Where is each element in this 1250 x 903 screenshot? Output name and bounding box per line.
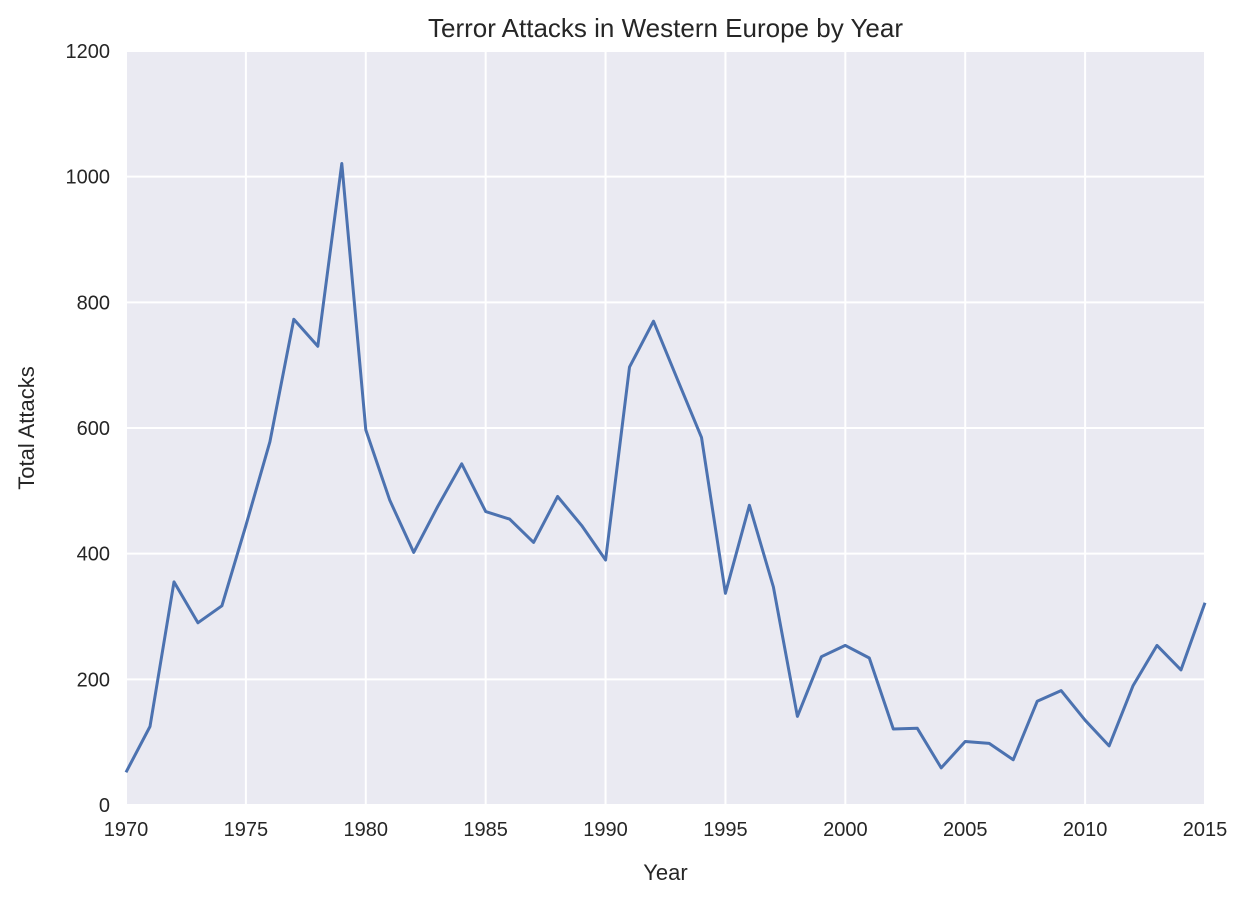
data-point <box>533 542 534 543</box>
data-point <box>461 463 462 464</box>
x-tick-label: 1990 <box>583 819 628 841</box>
data-point <box>1157 645 1158 646</box>
x-tick-label: 2015 <box>1183 819 1228 841</box>
chart-title: Terror Attacks in Western Europe by Year <box>428 13 903 43</box>
y-tick-label: 1200 <box>66 41 111 63</box>
data-point <box>293 319 294 320</box>
data-point <box>749 505 750 506</box>
data-point <box>365 429 366 430</box>
data-point <box>389 500 390 501</box>
data-point <box>557 496 558 497</box>
x-axis-label: Year <box>643 860 687 885</box>
gridlines <box>125 50 1206 806</box>
data-point <box>437 506 438 507</box>
data-point <box>701 437 702 438</box>
y-tick-label: 0 <box>99 795 110 817</box>
data-point <box>509 519 510 520</box>
data-point <box>173 581 174 582</box>
x-tick-label: 2005 <box>943 819 988 841</box>
data-point <box>1013 759 1014 760</box>
data-point <box>773 586 774 587</box>
data-point <box>1109 745 1110 746</box>
data-point <box>965 741 966 742</box>
data-point <box>1061 690 1062 691</box>
data-point <box>1085 720 1086 721</box>
data-point <box>245 525 246 526</box>
data-point <box>821 656 822 657</box>
data-point <box>581 525 582 526</box>
data-point <box>677 379 678 380</box>
y-tick-labels: 0 200 400 600 800 1000 1200 <box>66 41 111 817</box>
data-point <box>413 552 414 553</box>
data-point <box>869 657 870 658</box>
data-point <box>126 772 127 773</box>
data-point <box>917 728 918 729</box>
data-point <box>149 726 150 727</box>
data-point <box>797 716 798 717</box>
data-point <box>221 605 222 606</box>
data-point <box>605 559 606 560</box>
x-tick-label: 1970 <box>104 819 149 841</box>
x-tick-label: 1985 <box>463 819 508 841</box>
x-tick-label: 1980 <box>344 819 389 841</box>
data-point <box>653 321 654 322</box>
x-tick-label: 2000 <box>823 819 868 841</box>
x-tick-labels: 1970 1975 1980 1985 1990 1995 2000 2005 2010 2015 <box>104 819 1228 841</box>
data-point <box>317 346 318 347</box>
y-tick-label: 1000 <box>66 167 111 189</box>
data-point <box>629 367 630 368</box>
series-group <box>124 162 1207 773</box>
data-point <box>1205 602 1206 603</box>
data-point <box>725 593 726 594</box>
y-tick-label: 600 <box>77 418 110 440</box>
y-tick-label: 200 <box>77 669 110 691</box>
y-tick-label: 800 <box>77 292 110 314</box>
y-tick-label: 400 <box>77 544 110 566</box>
data-point <box>989 743 990 744</box>
data-point <box>269 441 270 442</box>
data-point <box>1037 701 1038 702</box>
series-line <box>124 162 1207 773</box>
data-point <box>341 163 342 164</box>
data-point <box>1133 685 1134 686</box>
data-point <box>1181 669 1182 670</box>
x-tick-label: 1975 <box>224 819 269 841</box>
data-point <box>197 622 198 623</box>
x-tick-label: 1995 <box>703 819 748 841</box>
data-point <box>845 645 846 646</box>
data-point <box>485 511 486 512</box>
data-point <box>941 767 942 768</box>
x-tick-label: 2010 <box>1063 819 1108 841</box>
y-axis-label: Total Attacks <box>14 366 39 490</box>
data-point <box>893 728 894 729</box>
